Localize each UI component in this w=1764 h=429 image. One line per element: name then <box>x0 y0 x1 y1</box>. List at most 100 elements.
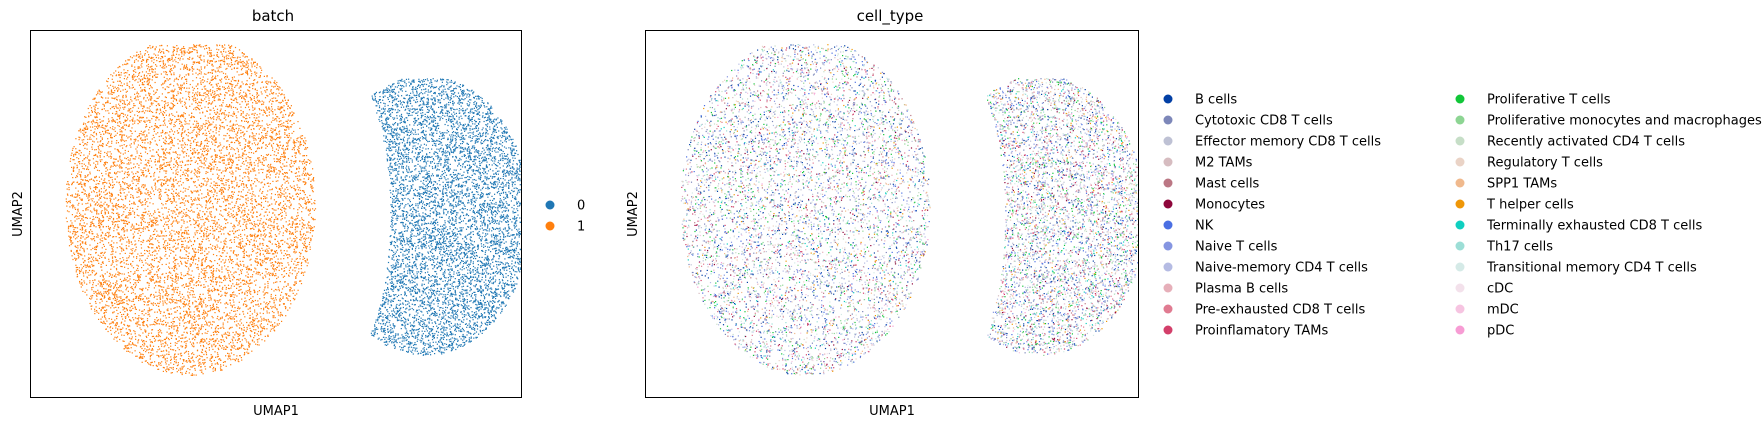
batch-1-point <box>144 315 145 316</box>
batch-1-point <box>91 257 92 258</box>
batch-1-point <box>104 288 105 289</box>
batch-1-point <box>232 318 233 319</box>
batch-1-point <box>145 95 146 96</box>
batch-1-point <box>176 278 177 279</box>
batch-1-point <box>256 262 257 263</box>
batch-1-point <box>240 169 241 170</box>
batch-1-point <box>237 85 238 86</box>
batch-1-point <box>176 100 177 101</box>
batch-1-point <box>99 221 100 222</box>
batch-1-point <box>77 216 78 217</box>
batch-1-point <box>260 334 261 335</box>
batch-1-point <box>124 262 125 263</box>
batch-1-point <box>92 127 93 128</box>
batch-1-point <box>199 281 200 282</box>
batch-1-point <box>134 69 135 70</box>
batch-1-point <box>266 81 267 82</box>
batch-1-point <box>262 130 263 131</box>
batch-1-point <box>294 149 295 150</box>
batch-1-point <box>116 208 117 209</box>
batch-1-point <box>284 94 285 95</box>
batch-1-point <box>150 110 151 111</box>
batch-1-point <box>216 270 217 271</box>
batch-1-point <box>264 289 265 290</box>
batch-1-point <box>216 157 217 158</box>
batch-1-point <box>134 89 135 90</box>
batch-1-point <box>193 257 194 258</box>
batch-1-point <box>124 320 125 321</box>
batch-1-point <box>141 222 142 223</box>
batch-1-point <box>258 161 259 162</box>
batch-1-point <box>284 241 285 242</box>
batch-1-point <box>119 339 120 340</box>
batch-1-point <box>204 88 205 89</box>
batch-1-point <box>162 355 163 356</box>
batch-1-point <box>283 122 284 123</box>
batch-1-point <box>193 69 194 70</box>
batch-1-point <box>100 134 101 135</box>
batch-1-point <box>307 147 308 148</box>
batch-1-point <box>83 275 84 276</box>
batch-1-point <box>233 55 234 56</box>
batch-1-point <box>130 271 131 272</box>
batch-1-point <box>142 172 143 173</box>
batch-1-point <box>203 354 204 355</box>
batch-1-point <box>114 311 115 312</box>
batch-1-point <box>196 62 197 63</box>
batch-1-point <box>192 99 193 100</box>
batch-1-point <box>178 354 179 355</box>
batch-1-point <box>234 319 235 320</box>
batch-1-point <box>217 88 218 89</box>
batch-1-point <box>249 78 250 79</box>
batch-1-point <box>188 278 189 279</box>
batch-1-point <box>169 326 170 327</box>
batch-1-point <box>171 367 172 368</box>
batch-1-point <box>182 161 183 162</box>
batch-1-point <box>288 120 289 121</box>
batch-1-point <box>127 63 128 64</box>
batch-1-point <box>86 294 87 295</box>
batch-1-point <box>241 207 242 208</box>
batch-1-point <box>230 149 231 150</box>
batch-1-point <box>224 48 225 49</box>
batch-1-point <box>243 257 244 258</box>
batch-1-point <box>286 294 287 295</box>
batch-1-point <box>231 60 232 61</box>
batch-1-point <box>76 237 77 238</box>
batch-1-point <box>218 94 219 95</box>
batch-1-point <box>76 218 77 219</box>
batch-1-point <box>151 239 152 240</box>
batch-1-point <box>144 329 145 330</box>
batch-1-point <box>211 298 212 299</box>
batch-1-point <box>215 216 216 217</box>
batch-1-point <box>192 68 193 69</box>
batch-1-point <box>137 163 138 164</box>
batch-1-point <box>252 88 253 89</box>
batch-1-point <box>287 137 288 138</box>
batch-1-point <box>207 305 208 306</box>
batch-1-point <box>247 329 248 330</box>
batch-1-point <box>149 122 150 123</box>
batch-1-point <box>134 231 135 232</box>
batch-1-point <box>82 243 83 244</box>
batch-1-point <box>202 270 203 271</box>
batch-1-point <box>247 192 248 193</box>
batch-1-point <box>234 205 235 206</box>
batch-1-point <box>166 138 167 139</box>
batch-1-point <box>167 322 168 323</box>
batch-1-point <box>149 316 150 317</box>
batch-1-point <box>116 287 117 288</box>
batch-1-point <box>107 102 108 103</box>
batch-1-point <box>145 260 146 261</box>
batch-1-point <box>119 164 120 165</box>
batch-1-point <box>255 344 256 345</box>
batch-1-point <box>251 196 252 197</box>
batch-1-point <box>248 59 249 60</box>
batch-1-point <box>236 321 237 322</box>
batch-1-point <box>139 72 140 73</box>
batch-1-point <box>212 291 213 292</box>
batch-1-point <box>77 241 78 242</box>
batch-1-point <box>187 174 188 175</box>
batch-1-point <box>292 218 293 219</box>
batch-1-point <box>163 371 164 372</box>
